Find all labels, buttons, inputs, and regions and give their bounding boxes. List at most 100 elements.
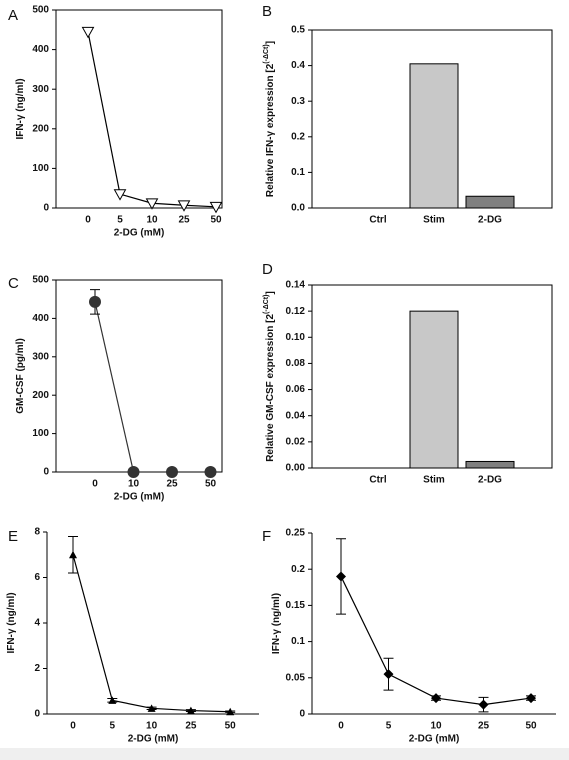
y-tick-label: 0.0 <box>291 203 305 214</box>
y-tick-label: 0.25 <box>286 528 306 539</box>
marker <box>177 200 191 212</box>
marker <box>209 201 223 214</box>
panel-label: D <box>262 261 273 278</box>
x-tick-label: 5 <box>110 721 116 732</box>
y-axis-label: IFN-γ (ng/ml) <box>271 593 282 654</box>
marker <box>69 550 77 559</box>
y-tick-label: 0.04 <box>286 410 306 421</box>
marker <box>204 466 217 478</box>
bottom-strip <box>0 748 569 760</box>
x-tick-label: 10 <box>146 721 158 732</box>
y-tick-label: 100 <box>32 163 49 174</box>
panel-label: C <box>8 275 19 292</box>
x-tick-label: 10 <box>128 479 140 490</box>
y-tick-label: 200 <box>32 123 49 134</box>
y-tick-label: 0.12 <box>286 306 306 317</box>
bar <box>465 195 515 209</box>
marker <box>147 704 156 712</box>
y-tick-label: 0.00 <box>286 463 306 474</box>
x-tick-label: 5 <box>117 215 123 226</box>
y-tick-label: 100 <box>32 428 49 439</box>
y-axis-label: Relative IFN-γ expression [2(-ΔCt)] <box>263 41 276 197</box>
y-axis-label: Relative GM-CSF expression [2(-ΔCt)] <box>263 291 276 462</box>
x-tick-label: Stim <box>423 475 445 486</box>
y-tick-label: 0.3 <box>291 96 305 107</box>
y-tick-label: 0.2 <box>291 564 305 575</box>
marker <box>336 571 346 582</box>
y-tick-label: 6 <box>34 572 40 583</box>
x-tick-label: 2-DG <box>478 475 502 486</box>
y-axis-label: IFN-γ (ng/ml) <box>6 592 17 653</box>
y-tick-label: 2 <box>34 663 40 674</box>
bar <box>409 63 459 209</box>
y-axis-label-text: IFN-γ (ng/ml) <box>15 78 26 139</box>
y-tick-label: 8 <box>34 527 40 538</box>
y-tick-label: 0.2 <box>291 131 305 142</box>
y-axis-label-sup: (-ΔCt) <box>263 44 270 63</box>
panel-label: F <box>262 528 271 545</box>
y-tick-label: 0.14 <box>286 280 306 291</box>
marker <box>383 669 394 680</box>
x-axis-label: 2-DG (mM) <box>409 734 460 745</box>
x-tick-label: 25 <box>166 479 178 490</box>
y-tick-label: 0.1 <box>291 636 305 647</box>
marker <box>186 706 195 715</box>
x-tick-label: 50 <box>210 215 222 226</box>
x-tick-label: 25 <box>185 721 197 732</box>
y-tick-label: 0.05 <box>286 672 306 683</box>
x-tick-label: 0 <box>70 721 76 732</box>
x-tick-label: 25 <box>478 721 490 732</box>
y-tick-label: 0.4 <box>291 60 305 71</box>
marker <box>108 696 117 704</box>
x-tick-label: Ctrl <box>369 215 386 226</box>
y-axis-label-text: Relative GM-CSF expression [2 <box>265 314 276 462</box>
y-tick-label: 0 <box>299 709 305 720</box>
y-tick-label: 0 <box>34 709 40 720</box>
panel-label: E <box>8 528 18 545</box>
y-tick-label: 500 <box>32 275 49 286</box>
x-tick-label: 50 <box>225 721 237 732</box>
y-tick-label: 0.02 <box>286 436 306 447</box>
x-tick-label: 25 <box>178 215 190 226</box>
y-tick-label: 0.5 <box>291 25 305 36</box>
y-tick-label: 0.08 <box>286 358 306 369</box>
y-axis-label-text: Relative IFN-γ expression [2 <box>265 63 276 197</box>
marker <box>431 693 441 704</box>
y-tick-label: 0.1 <box>291 167 305 178</box>
y-tick-label: 300 <box>32 351 49 362</box>
x-axis-label: 2-DG (mM) <box>128 734 179 745</box>
y-tick-label: 4 <box>34 618 40 629</box>
x-tick-label: 0 <box>92 479 98 490</box>
x-axis-label: 2-DG (mM) <box>114 492 165 503</box>
y-tick-label: 400 <box>32 313 49 324</box>
x-tick-label: 5 <box>386 721 392 732</box>
y-axis-label-text: IFN-γ (ng/ml) <box>271 593 282 654</box>
x-tick-label: Ctrl <box>369 475 386 486</box>
y-axis-label-end: ] <box>265 41 276 44</box>
marker <box>166 466 178 478</box>
y-axis-label-text: IFN-γ (ng/ml) <box>6 592 17 653</box>
bar <box>409 310 459 469</box>
x-tick-label: 0 <box>338 721 344 732</box>
panel-label: B <box>262 3 272 20</box>
marker <box>478 699 489 710</box>
y-tick-label: 200 <box>32 390 49 401</box>
axes-frame <box>55 9 223 209</box>
y-tick-label: 300 <box>32 84 49 95</box>
y-tick-label: 0 <box>43 203 49 214</box>
y-tick-label: 0.10 <box>286 332 306 343</box>
x-tick-label: 10 <box>146 215 158 226</box>
y-tick-label: 400 <box>32 44 49 55</box>
marker <box>127 466 140 478</box>
y-tick-label: 0.06 <box>286 384 306 395</box>
x-tick-label: Stim <box>423 215 445 226</box>
x-tick-label: 0 <box>85 215 91 226</box>
marker <box>81 26 95 39</box>
panel-label: A <box>8 7 18 24</box>
y-axis-label-sup: (-ΔCt) <box>263 295 270 314</box>
x-tick-label: 10 <box>430 721 442 732</box>
y-axis-label-text: GM-CSF (pg/ml) <box>15 338 26 414</box>
marker <box>526 693 536 704</box>
